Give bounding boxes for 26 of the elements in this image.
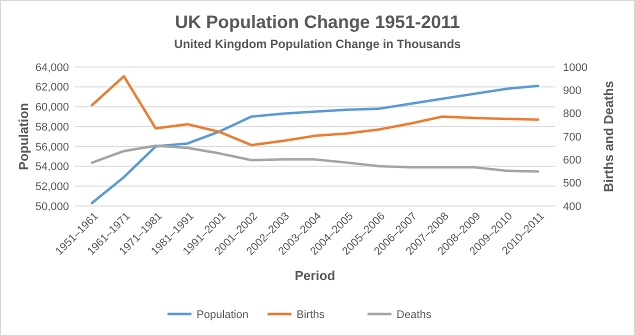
legend-label: Births xyxy=(296,308,326,321)
y2-tick-label: 1000 xyxy=(563,62,588,74)
y2-tick-label: 400 xyxy=(563,200,582,213)
y-tick-label: 56,000 xyxy=(35,141,69,154)
y2-tick-label: 600 xyxy=(563,154,582,167)
legend-label: Deaths xyxy=(396,308,432,321)
y-tick-label: 58,000 xyxy=(35,121,69,134)
y-tick-label: 62,000 xyxy=(35,82,69,94)
y2-tick-label: 500 xyxy=(563,178,582,190)
y-tick-label: 54,000 xyxy=(35,161,69,174)
y-tick-label: 64,000 xyxy=(35,62,69,74)
x-axis-title: Period xyxy=(294,268,336,283)
line-series xyxy=(90,144,540,173)
y-tick-label: 52,000 xyxy=(35,180,69,193)
y2-tick-label: 800 xyxy=(563,108,582,120)
y2-tick-label: 900 xyxy=(563,85,582,98)
chart-title: UK Population Change 1951-2011 xyxy=(174,12,460,32)
chart-subtitle: United Kingdom Population Change in Thousands xyxy=(174,37,462,51)
y-axis-title: Population xyxy=(16,102,31,170)
y-tick-label: 50,000 xyxy=(35,200,69,213)
y-tick-label: 60,000 xyxy=(35,102,69,114)
legend-label: Population xyxy=(196,308,248,321)
line-series xyxy=(90,75,540,146)
line-series xyxy=(90,84,540,204)
y2-tick-label: 700 xyxy=(563,131,582,144)
y2-axis-title: Births and Deaths xyxy=(601,80,616,192)
